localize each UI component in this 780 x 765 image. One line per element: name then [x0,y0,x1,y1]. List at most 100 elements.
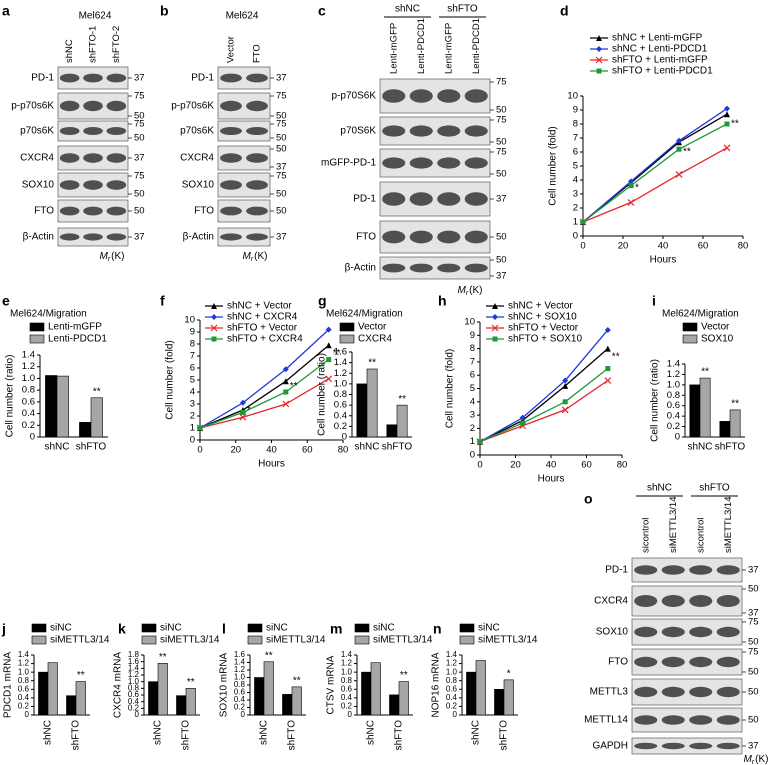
mw-label: 37 [134,153,145,164]
y-tick-label: 0 [135,710,140,719]
bar [689,384,701,438]
y-tick-label: 0.4 [446,693,458,702]
marker [675,170,683,178]
y-tick-label: 0 [25,710,30,719]
y-tick-label: 0 [30,432,35,443]
marker [596,68,602,74]
band [246,153,268,163]
group-label: shFTO [699,483,730,494]
series-line [199,359,330,429]
y-tick-label: 0 [241,710,246,719]
band [106,233,127,241]
bar [389,694,400,716]
y-tick-label: 0.6 [128,690,140,699]
y-tick-label: 0.8 [234,680,246,689]
legend-swatch [339,334,355,344]
mr-label: Mr(K) [242,251,267,263]
marker [562,377,569,384]
annotation: ** [731,118,739,129]
mw-label: 50 [134,111,145,122]
lane-label: siMETTL3/14 [668,497,679,554]
band [661,626,685,638]
legend-swatch [247,623,263,633]
marker [477,439,483,445]
annotation: * [635,183,639,194]
y-tick-label: 5 [190,375,195,386]
y-tick-label: 9 [573,105,578,116]
y-tick-label: 0.4 [22,408,35,419]
band [689,742,713,750]
band [106,100,127,112]
mw-label: 37 [276,73,287,84]
mr-label: Mr(K) [457,285,482,297]
y-tick-label: 0.6 [334,400,347,411]
band [437,192,461,206]
lane-label: siMETTL3/14 [723,497,734,554]
band [83,206,103,216]
y-axis-title: Cell number (ratio) [5,355,16,438]
band [246,180,268,190]
band [220,153,242,163]
legend-swatch [29,322,45,332]
band [83,180,103,190]
mw-label: 75 [134,171,145,182]
mw-label: 37 [276,232,287,243]
marker [211,314,217,320]
y-tick-label: 0.8 [18,676,30,685]
y-tick-label: 0.8 [667,390,680,401]
marker [595,56,603,64]
y-tick-label: 9 [470,330,475,341]
marker [282,366,289,373]
y-tick-label: 1.2 [446,659,458,668]
row-label: β-Actin [345,263,376,274]
row-label: p-p70s6K [171,101,214,112]
panel-letter: g [318,293,327,309]
legend-label: siNC [373,623,395,634]
x-tick-label: shFTO [287,720,298,751]
band [246,233,268,241]
y-tick-label: 1.4 [446,650,458,659]
y-axis-title: Cell number (ratio) [650,359,661,442]
y-tick-label: 1.0 [667,379,680,390]
band [409,192,433,206]
legend-swatch [682,334,698,344]
band [59,180,80,190]
legend-label: shNC + CXCR4 [227,312,298,323]
mr-label: Mr(K) [743,754,768,765]
band [437,157,461,169]
row-label: p-p70s6K [11,101,54,112]
marker [605,366,611,372]
mw-label: 75 [496,77,507,88]
band [106,73,127,83]
band [220,127,242,135]
y-tick-label: 0.2 [22,420,35,431]
marker [492,314,498,320]
band [689,565,713,575]
legend-label: shFTO + Vector [508,323,579,334]
bar [45,375,58,438]
y-tick-label: 1.8 [128,650,140,659]
legend-swatch [31,623,47,633]
mr-label: Mr(K) [99,251,124,263]
legend-swatch [354,623,370,633]
band [382,125,406,137]
marker [562,382,569,389]
bar [386,424,398,438]
marker [604,326,611,333]
mw-label: 37 [496,271,507,282]
band [689,595,713,607]
x-tick-label: 0 [197,445,202,456]
x-tick-label: 40 [266,445,277,456]
y-tick-label: 3 [573,189,578,200]
y-tick-label: 0.4 [667,411,680,422]
y-tick-label: 0.2 [446,702,458,711]
legend-label: shNC + Lenti-mGFP [612,33,703,44]
annotation: ** [683,146,691,157]
y-tick-label: 0.2 [341,702,353,711]
y-tick-label: 0.6 [446,684,458,693]
x-tick-label: shNC [471,720,482,745]
y-axis-title: PDCD1 mRNA [3,652,14,718]
bar [729,409,741,438]
band [59,100,80,112]
bar [176,695,187,716]
